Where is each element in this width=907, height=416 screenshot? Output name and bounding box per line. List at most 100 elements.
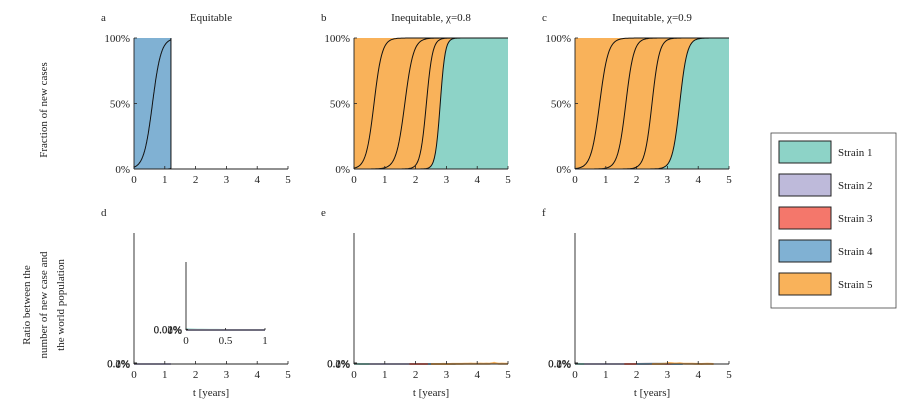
- x-tick-label: 3: [224, 369, 230, 381]
- legend-label-strain-3: Strain 3: [838, 213, 873, 225]
- x-tick-label: 1: [382, 369, 388, 381]
- x-tick-label: 5: [726, 369, 732, 381]
- x-tick-label: 2: [193, 369, 199, 381]
- legend-swatch-strain-1: [778, 140, 832, 164]
- panel-letter: c: [542, 12, 547, 24]
- x-tick-label: 1: [162, 174, 168, 186]
- ylabel-bottom-line1: Ratio between the: [21, 265, 33, 345]
- inset-plot: 0 0.5 1 0%0.01%0.02%: [154, 262, 268, 347]
- panel-letter: a: [101, 12, 106, 24]
- panel-title: Inequitable, χ=0.8: [391, 12, 471, 24]
- inset-x-tick-label: 0: [183, 335, 189, 347]
- y-tick-label: 0%: [556, 164, 571, 176]
- x-tick-label: 2: [634, 174, 640, 186]
- legend-label-strain-4: Strain 4: [838, 246, 873, 258]
- x-tick-label: 1: [162, 369, 168, 381]
- x-tick-label: 5: [285, 369, 291, 381]
- x-tick-label: 3: [444, 174, 450, 186]
- legend-item-strain-3: Strain 3: [778, 206, 873, 230]
- x-tick-label: 2: [413, 369, 419, 381]
- legend-item-strain-1: Strain 1: [778, 140, 873, 164]
- y-tick-label: 0.1%: [548, 358, 571, 370]
- area-band-strain-5: [354, 38, 508, 169]
- inset-x-tick-label: 1: [262, 335, 268, 347]
- panel-f: 0 1 2 3 4 5 0%0.1%0.2% f t [years]: [542, 207, 732, 399]
- x-tick-label: 0: [351, 174, 357, 186]
- y-tick-label: 100%: [324, 33, 350, 45]
- x-tick-label: 4: [474, 174, 480, 186]
- y-tick-label: 0%: [115, 164, 130, 176]
- ylabel-bottom-line2: number of new case and: [38, 251, 50, 358]
- y-tick-label: 50%: [551, 98, 571, 110]
- legend-item-strain-5: Strain 5: [778, 272, 873, 296]
- x-tick-label: 1: [603, 369, 609, 381]
- y-tick-label: 50%: [110, 98, 130, 110]
- inset-y-tick-label: 0%: [167, 325, 182, 337]
- y-tick-label: 0%: [115, 359, 130, 371]
- y-tick-label: 100%: [104, 33, 130, 45]
- panel-title: Inequitable, χ=0.9: [612, 12, 692, 24]
- x-tick-label: 2: [634, 369, 640, 381]
- x-tick-label: 4: [254, 174, 260, 186]
- x-tick-label: 3: [224, 174, 230, 186]
- y-tick-label: 100%: [545, 33, 571, 45]
- legend-label-strain-2: Strain 2: [838, 180, 873, 192]
- y-tick-label: 0.2%: [107, 358, 130, 370]
- x-tick-label: 4: [695, 369, 701, 381]
- inset-y-tick-label: 0.02%: [154, 324, 182, 336]
- panel-a: 0 1 2 3 4 50%50%100%a Equitable: [101, 12, 291, 186]
- x-axis-label: t [years]: [413, 387, 449, 399]
- x-tick-label: 0: [572, 174, 578, 186]
- ylabel-bottom-line3: the world population: [55, 259, 67, 351]
- legend-item-strain-2: Strain 2: [778, 173, 873, 197]
- y-tick-label: 50%: [330, 98, 350, 110]
- x-axis-label: t [years]: [193, 387, 229, 399]
- panel-title: Equitable: [190, 12, 232, 24]
- legend-swatch-strain-2: [778, 173, 832, 197]
- x-tick-label: 1: [382, 174, 388, 186]
- panel-letter: e: [321, 207, 326, 219]
- y-tick-label: 0%: [335, 359, 350, 371]
- legend-swatch-strain-5: [778, 272, 832, 296]
- panel-d: 0 1 2 3 4 50%0.1%0.2%0 0.5 10%0.01%0.02%dt [yea…: [101, 207, 291, 399]
- x-tick-label: 0: [351, 369, 357, 381]
- inset-x-tick-label: 0.5: [219, 335, 233, 347]
- legend-label-strain-5: Strain 5: [838, 279, 873, 291]
- legend-item-strain-4: Strain 4: [778, 239, 873, 263]
- inset-y-tick-label: 0.01%: [154, 325, 182, 337]
- panel-c: 0 1 2 3 4 50%50%100%c Inequitable, χ=0.9: [542, 12, 732, 186]
- panel-letter: d: [101, 207, 107, 219]
- panel-letter: b: [321, 12, 327, 24]
- x-tick-label: 2: [413, 174, 419, 186]
- legend: Strain 1 Strain 2 Strain 3 Strain 4 Stra…: [770, 132, 897, 309]
- y-tick-label: 0%: [335, 164, 350, 176]
- x-axis-label: t [years]: [634, 387, 670, 399]
- x-tick-label: 1: [603, 174, 609, 186]
- panel-e: 0 1 2 3 4 5 0%0.1%0.2% e t [years]: [321, 207, 511, 399]
- x-tick-label: 5: [285, 174, 291, 186]
- x-tick-label: 4: [254, 369, 260, 381]
- y-tick-label: 0%: [556, 359, 571, 371]
- x-tick-label: 2: [193, 174, 199, 186]
- legend-swatch-strain-3: [778, 206, 832, 230]
- x-tick-label: 3: [665, 174, 671, 186]
- y-tick-label: 0.1%: [327, 358, 350, 370]
- x-tick-label: 0: [131, 369, 137, 381]
- legend-label-strain-1: Strain 1: [838, 147, 873, 159]
- x-tick-label: 4: [474, 369, 480, 381]
- x-tick-label: 5: [726, 174, 732, 186]
- legend-swatch-strain-4: [778, 239, 832, 263]
- x-tick-label: 5: [505, 174, 511, 186]
- panel-b: 0 1 2 3 4 50%50%100%b Inequitable, χ=0.8: [321, 12, 511, 186]
- x-tick-label: 5: [505, 369, 511, 381]
- y-tick-label: 0.2%: [327, 358, 350, 370]
- x-tick-label: 3: [665, 369, 671, 381]
- ylabel-top: Fraction of new cases: [38, 62, 50, 158]
- x-tick-label: 3: [444, 369, 450, 381]
- panel-letter: f: [542, 207, 546, 219]
- y-tick-label: 0.2%: [548, 358, 571, 370]
- y-tick-label: 0.1%: [107, 358, 130, 370]
- x-tick-label: 4: [695, 174, 701, 186]
- x-tick-label: 0: [572, 369, 578, 381]
